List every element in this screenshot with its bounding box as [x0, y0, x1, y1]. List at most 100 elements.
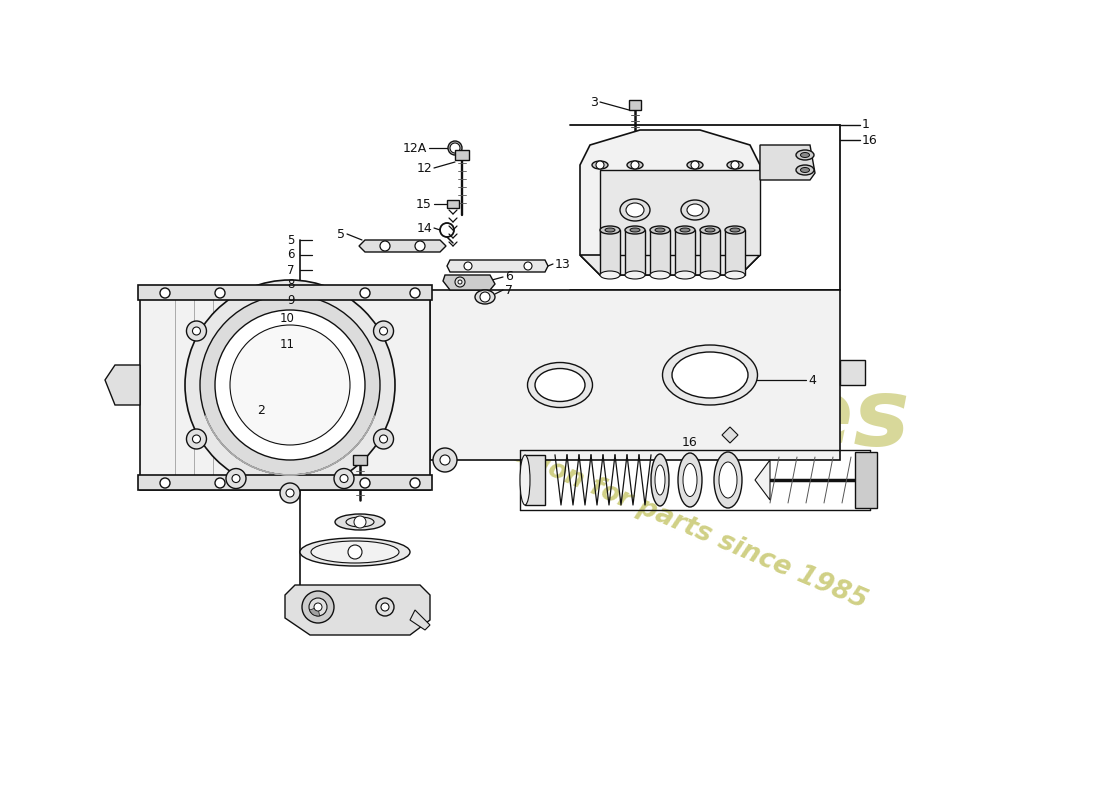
Ellipse shape: [605, 228, 615, 232]
Polygon shape: [650, 230, 670, 275]
Circle shape: [192, 435, 200, 443]
Circle shape: [440, 455, 450, 465]
Circle shape: [433, 448, 456, 472]
Polygon shape: [629, 100, 641, 110]
Ellipse shape: [626, 203, 644, 217]
Ellipse shape: [683, 463, 697, 497]
Circle shape: [596, 161, 604, 169]
Circle shape: [379, 327, 387, 335]
Circle shape: [214, 288, 225, 298]
Text: meres: meres: [580, 374, 910, 466]
Ellipse shape: [675, 226, 695, 234]
Circle shape: [379, 435, 387, 443]
Circle shape: [302, 591, 334, 623]
Ellipse shape: [625, 226, 645, 234]
Wedge shape: [309, 607, 320, 616]
Text: 12A: 12A: [403, 142, 427, 154]
Ellipse shape: [796, 150, 814, 160]
Ellipse shape: [651, 454, 669, 506]
Circle shape: [354, 516, 366, 528]
Ellipse shape: [801, 167, 810, 173]
Ellipse shape: [796, 165, 814, 175]
Circle shape: [192, 327, 200, 335]
Polygon shape: [447, 200, 459, 208]
Ellipse shape: [725, 271, 745, 279]
Circle shape: [410, 288, 420, 298]
Text: 6: 6: [505, 270, 513, 283]
Text: 5: 5: [337, 227, 345, 241]
Ellipse shape: [520, 455, 530, 505]
Text: 16: 16: [862, 134, 878, 146]
Ellipse shape: [620, 199, 650, 221]
Circle shape: [314, 603, 322, 611]
Ellipse shape: [654, 465, 666, 495]
Text: 7: 7: [505, 283, 513, 297]
Ellipse shape: [346, 517, 374, 527]
Polygon shape: [285, 585, 430, 635]
Circle shape: [381, 603, 389, 611]
Ellipse shape: [592, 161, 608, 169]
Text: 8: 8: [287, 278, 295, 291]
Polygon shape: [675, 230, 695, 275]
Ellipse shape: [714, 452, 742, 508]
Circle shape: [691, 161, 698, 169]
Polygon shape: [353, 455, 367, 465]
Circle shape: [374, 321, 394, 341]
Ellipse shape: [730, 228, 740, 232]
Polygon shape: [600, 170, 760, 255]
Circle shape: [214, 478, 225, 488]
Text: 12: 12: [416, 162, 432, 174]
Circle shape: [200, 295, 380, 475]
Circle shape: [455, 277, 465, 287]
Text: 9: 9: [287, 294, 295, 306]
Polygon shape: [700, 230, 720, 275]
Circle shape: [309, 598, 327, 616]
Ellipse shape: [311, 541, 399, 563]
Text: 16: 16: [682, 435, 697, 449]
Text: 14: 14: [416, 222, 432, 234]
Polygon shape: [840, 360, 865, 385]
Ellipse shape: [678, 453, 702, 507]
Ellipse shape: [801, 153, 810, 158]
Circle shape: [631, 161, 639, 169]
Ellipse shape: [600, 226, 620, 234]
Circle shape: [374, 429, 394, 449]
Polygon shape: [722, 427, 738, 443]
Text: 4: 4: [808, 374, 816, 386]
Polygon shape: [580, 130, 760, 275]
Text: 10: 10: [280, 311, 295, 325]
Polygon shape: [359, 240, 446, 252]
Ellipse shape: [336, 514, 385, 530]
Ellipse shape: [475, 290, 495, 304]
Polygon shape: [447, 260, 548, 272]
Circle shape: [379, 241, 390, 251]
Text: 11: 11: [280, 338, 295, 351]
Circle shape: [187, 321, 207, 341]
Circle shape: [185, 280, 395, 490]
Polygon shape: [443, 275, 495, 290]
Polygon shape: [525, 455, 544, 505]
Text: euro: euro: [317, 344, 560, 436]
Polygon shape: [138, 285, 432, 300]
Circle shape: [340, 474, 348, 482]
Circle shape: [464, 262, 472, 270]
Circle shape: [732, 161, 739, 169]
Ellipse shape: [662, 345, 758, 405]
Circle shape: [450, 143, 460, 153]
Ellipse shape: [705, 228, 715, 232]
Circle shape: [160, 288, 170, 298]
Circle shape: [334, 469, 354, 489]
Polygon shape: [104, 365, 140, 405]
Ellipse shape: [528, 362, 593, 407]
Ellipse shape: [681, 200, 710, 220]
Ellipse shape: [448, 141, 462, 155]
Ellipse shape: [727, 161, 742, 169]
Polygon shape: [138, 475, 432, 490]
Ellipse shape: [650, 226, 670, 234]
Circle shape: [214, 310, 365, 460]
Circle shape: [230, 325, 350, 445]
Ellipse shape: [535, 369, 585, 402]
Ellipse shape: [650, 271, 670, 279]
Polygon shape: [855, 452, 877, 508]
Ellipse shape: [627, 161, 644, 169]
